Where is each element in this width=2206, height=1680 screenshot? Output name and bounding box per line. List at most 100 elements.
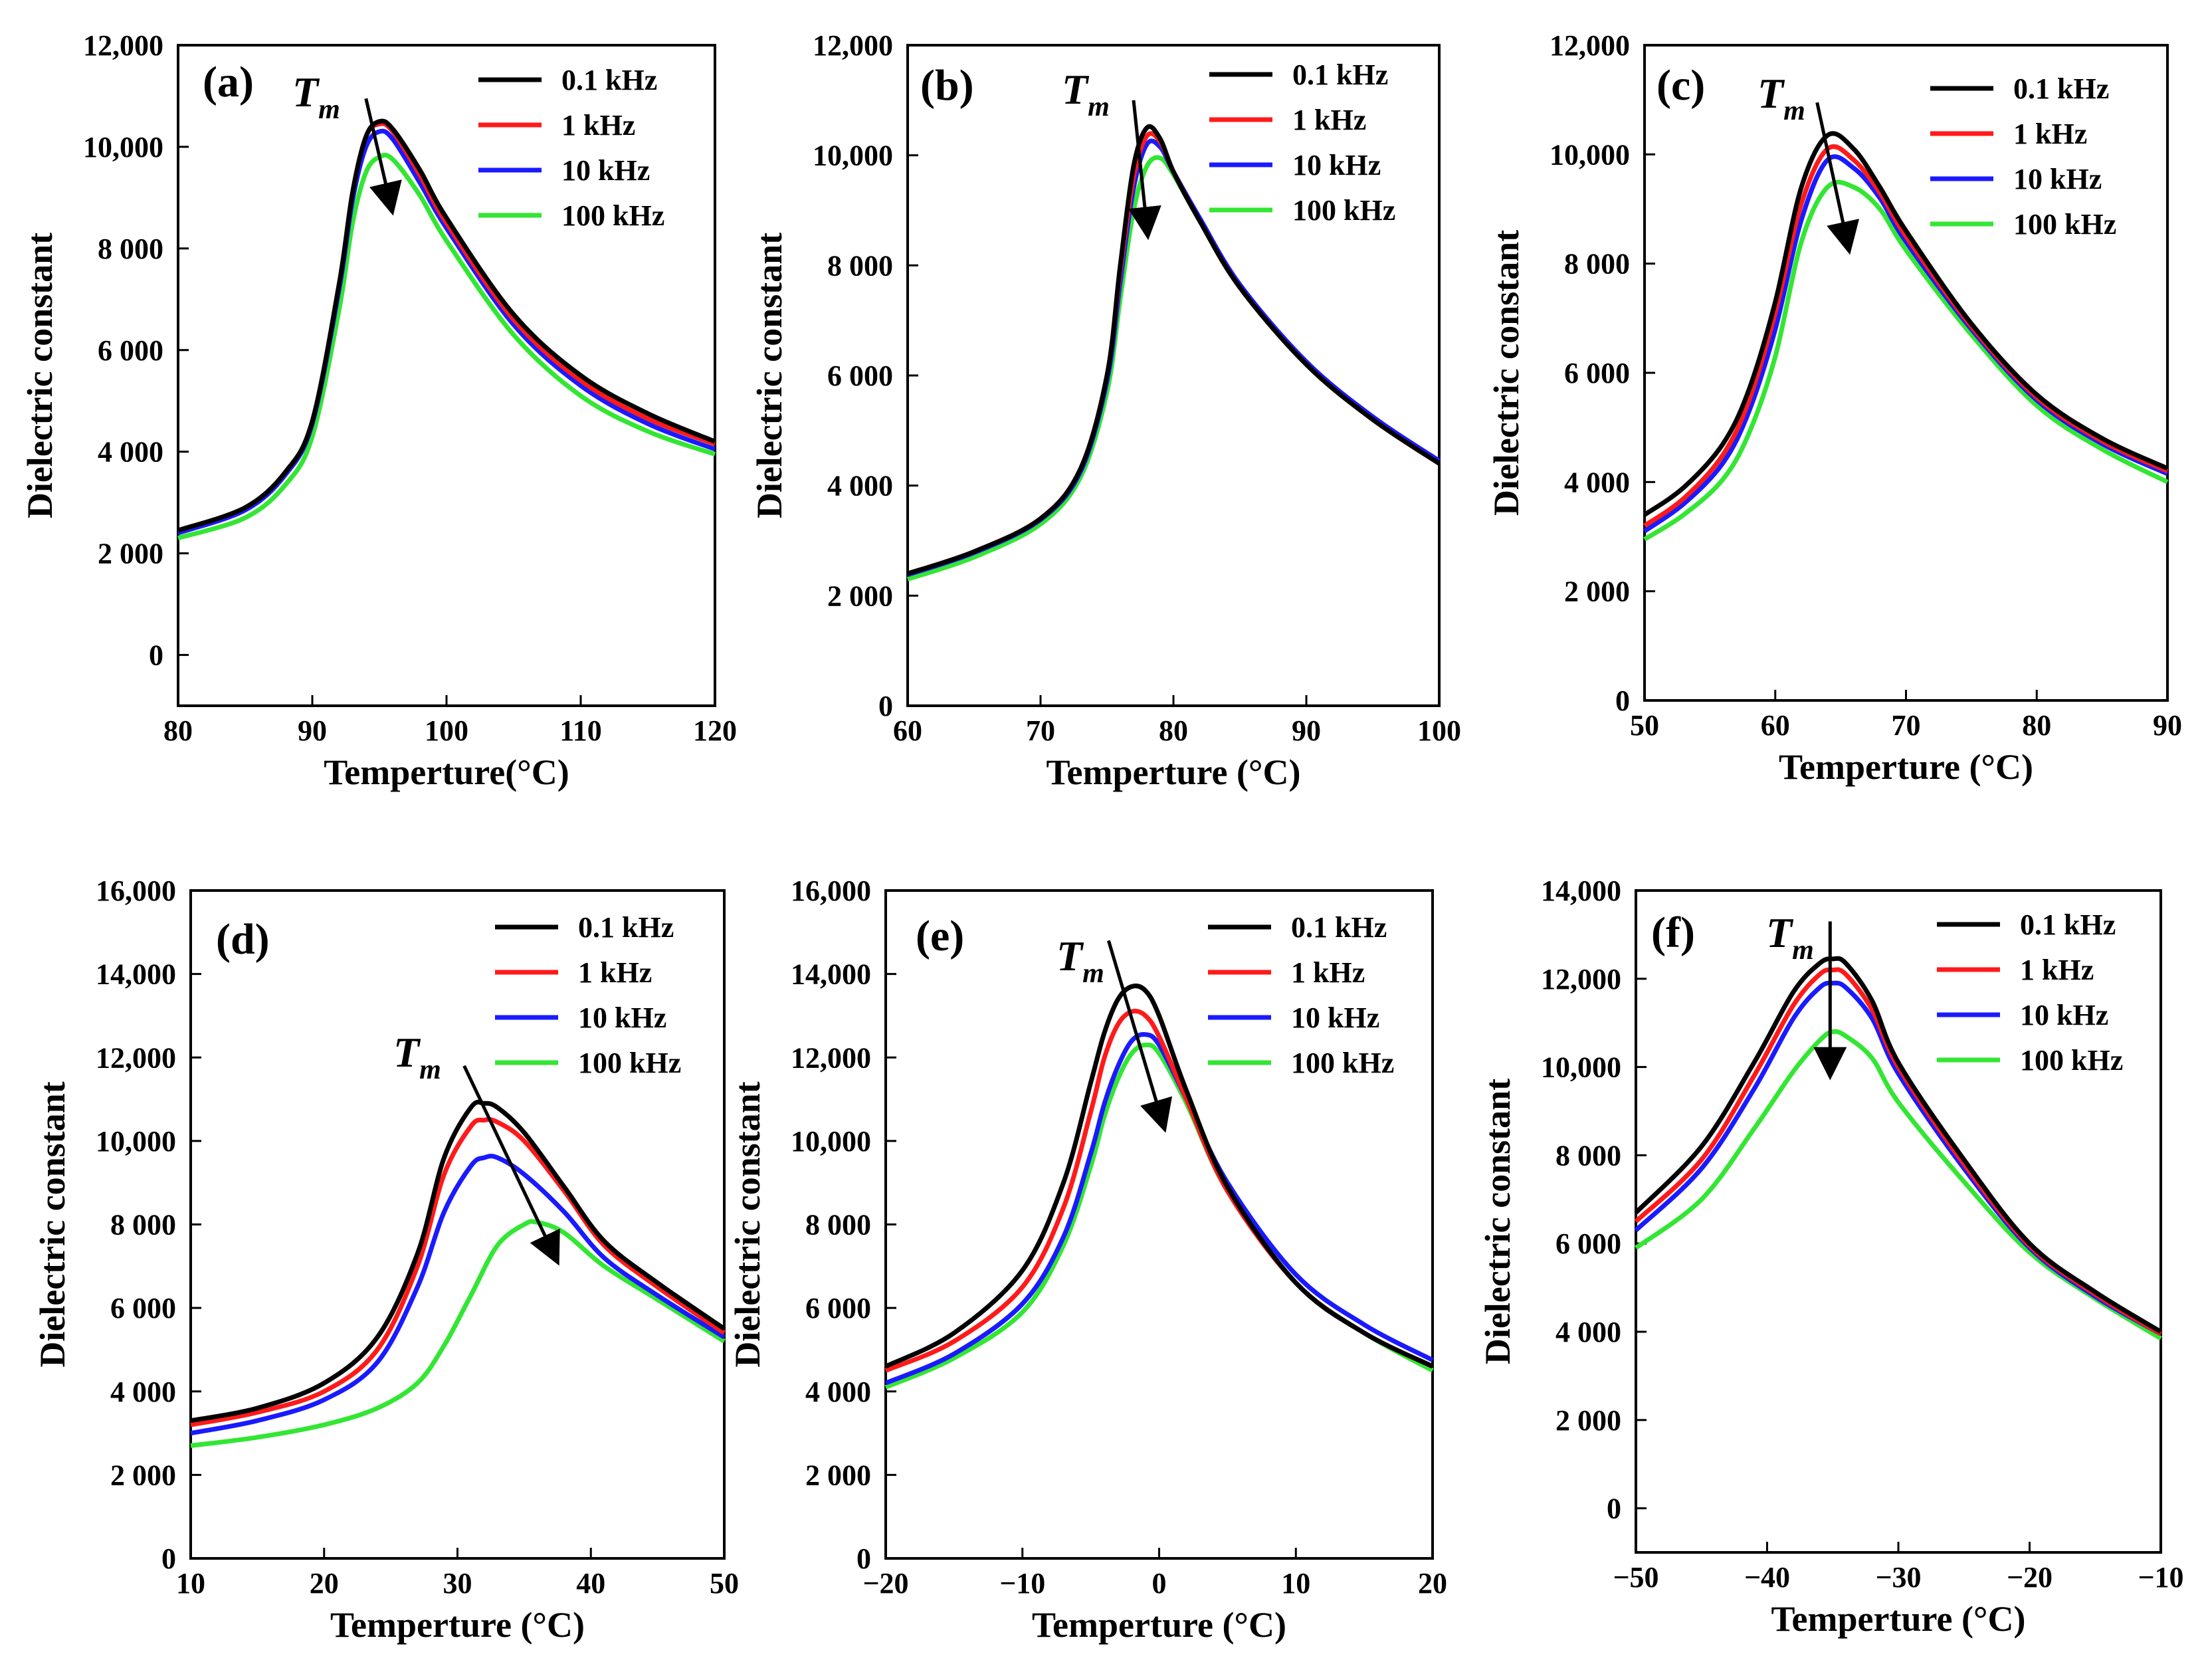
x-axis-title: Temperture (°C) [330, 1605, 585, 1645]
series-line-100-kHz [884, 1042, 1434, 1390]
legend-label: 0.1 kHz [578, 911, 674, 944]
tm-label: Tm [1766, 909, 1814, 966]
legend-label: 1 kHz [2020, 954, 2094, 986]
tm-subscript: m [419, 1055, 441, 1085]
legend-label: 100 kHz [2020, 1044, 2123, 1077]
y-tick-label: 2 000 [110, 1459, 176, 1491]
y-tick-label: 4 000 [805, 1376, 871, 1408]
y-tick-label: 6 000 [805, 1292, 871, 1324]
legend-label: 0.1 kHz [2013, 72, 2109, 105]
plot-frame [177, 44, 716, 707]
y-tick-label: 4 000 [827, 470, 893, 502]
y-tick-label: 12,000 [791, 1041, 871, 1074]
y-axis-title: Dielectric constant [1486, 230, 1526, 516]
x-tick-label: 20 [1418, 1567, 1447, 1600]
legend-label: 0.1 kHz [561, 64, 657, 96]
x-tick-label: −30 [1875, 1561, 1921, 1594]
x-tick-label: 70 [1892, 709, 1921, 742]
x-tick-label: 90 [2153, 709, 2182, 742]
y-tick-label: 10,000 [791, 1125, 871, 1158]
legend-label: 1 kHz [561, 109, 635, 142]
y-tick-label: 0 [1607, 1493, 1621, 1525]
y-tick-label: 6 000 [827, 360, 893, 392]
x-axis-title: Temperture (°C) [1046, 752, 1300, 792]
panel-label: (d) [216, 915, 270, 964]
tm-subscript: m [1082, 958, 1104, 989]
y-axis-title: Dielectric constant [33, 1081, 72, 1367]
x-tick-label: 100 [425, 714, 468, 747]
tm-arrow [364, 98, 402, 216]
x-axis-title: Temperture (°C) [1779, 747, 2033, 787]
series-line-10-kHz [177, 128, 716, 536]
series-line-0_1-kHz [906, 124, 1441, 576]
x-axis-title: Temperture (°C) [1771, 1599, 2025, 1639]
series-line-0_1-kHz [884, 984, 1434, 1369]
legend-label: 1 kHz [1291, 956, 1365, 989]
legend-label: 100 kHz [561, 199, 664, 232]
tm-label: Tm [292, 68, 340, 125]
x-tick-label: 70 [1026, 714, 1055, 747]
legend-label: 10 kHz [578, 1001, 666, 1034]
y-tick-label: 4 000 [1564, 466, 1630, 498]
x-tick-label: 60 [1761, 709, 1790, 742]
y-tick-label: 12,000 [96, 1041, 176, 1074]
y-tick-label: 0 [856, 1542, 871, 1575]
legend-label: 10 kHz [2020, 999, 2108, 1031]
series-line-10-kHz [190, 1154, 726, 1436]
series-line-100-kHz [1643, 179, 2169, 542]
y-tick-label: 4 000 [110, 1376, 176, 1408]
y-tick-label: 8 000 [110, 1209, 176, 1241]
y-tick-label: 4 000 [98, 436, 163, 469]
y-tick-label: 14,000 [791, 958, 871, 991]
chart-panel-4: 10 20 30 40 50 0 2 000 4 000 6 000 8 000 10,000 12,… [33, 875, 739, 1645]
tm-label: Tm [393, 1029, 441, 1085]
legend-label: 10 kHz [1292, 149, 1381, 181]
y-tick-label: 12,000 [1541, 963, 1621, 996]
x-tick-label: 50 [1630, 709, 1659, 742]
x-tick-label: 10 [1281, 1567, 1310, 1600]
x-tick-label: 110 [559, 714, 602, 747]
x-tick-label: 120 [693, 714, 737, 747]
y-tick-label: 8 000 [1564, 248, 1630, 280]
series-line-0_1-kHz [190, 1099, 726, 1423]
y-tick-label: 16,000 [96, 875, 176, 907]
tm-arrow [1128, 100, 1161, 241]
x-tick-label: 90 [298, 714, 327, 747]
y-tick-label: 16,000 [791, 875, 871, 907]
series-line-1-kHz [190, 1117, 726, 1427]
y-tick-label: 6 000 [1564, 357, 1630, 389]
legend-label: 1 kHz [578, 956, 652, 989]
tm-arrow [1815, 102, 1860, 255]
legend-label: 100 kHz [1291, 1047, 1394, 1079]
x-tick-label: −20 [2007, 1561, 2053, 1594]
tm-arrow [1106, 940, 1173, 1133]
series-line-10-kHz [884, 1032, 1434, 1386]
series-line-0_1-kHz [1634, 956, 2162, 1334]
y-tick-label: 10,000 [813, 140, 893, 172]
y-tick-label: 10,000 [83, 131, 163, 163]
x-tick-label: 90 [1292, 714, 1321, 747]
panel-label: (e) [916, 912, 964, 960]
legend-label: 10 kHz [1291, 1001, 1379, 1034]
y-tick-label: 2 000 [805, 1459, 871, 1491]
series-line-1-kHz [1643, 144, 2169, 528]
legend-label: 1 kHz [2013, 118, 2087, 150]
tm-label: Tm [1757, 70, 1805, 126]
y-tick-label: 8 000 [1555, 1139, 1621, 1172]
y-tick-label: 2 000 [1564, 576, 1630, 608]
y-tick-label: 8 000 [98, 233, 163, 265]
plot-frame [1643, 44, 2169, 702]
y-tick-label: 6 000 [1555, 1227, 1621, 1260]
x-tick-label: 10 [176, 1567, 205, 1600]
y-tick-label: 8 000 [827, 249, 893, 282]
panel-label: (b) [920, 61, 974, 110]
y-tick-label: 0 [149, 639, 163, 672]
y-tick-label: 12,000 [83, 29, 163, 62]
x-tick-label: 0 [1152, 1567, 1167, 1600]
y-axis-title: Dielectric constant [1478, 1079, 1518, 1364]
x-tick-label: −10 [999, 1567, 1045, 1600]
y-tick-label: 12,000 [1550, 29, 1630, 62]
tm-arrow [462, 1065, 560, 1266]
y-tick-label: 0 [161, 1542, 176, 1575]
x-tick-label: 100 [1417, 714, 1461, 747]
